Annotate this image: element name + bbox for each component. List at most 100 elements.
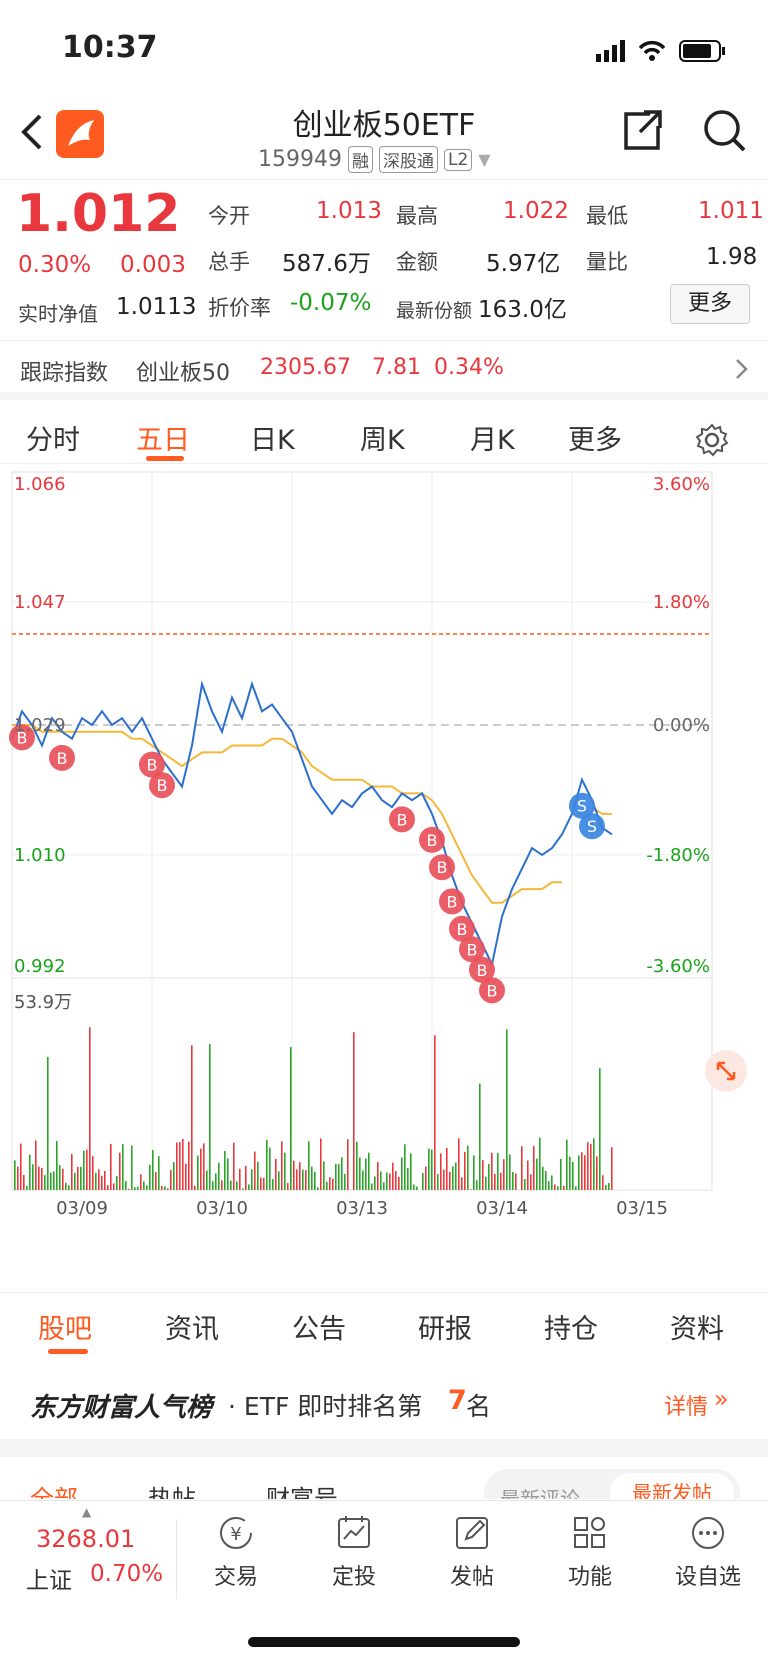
active-info-tab-indicator (48, 1349, 88, 1354)
buy-marker (429, 854, 455, 881)
tab-holdings[interactable]: 持仓 (544, 1314, 598, 1345)
market-index-name: 上证 (26, 1568, 72, 1594)
volume-bar (119, 1152, 121, 1190)
sort-latest-post[interactable]: 最新发帖 (610, 1473, 734, 1499)
volume-bar (122, 1144, 124, 1190)
subtab-hot[interactable]: 热帖 (148, 1485, 196, 1499)
volume-bar (53, 1171, 55, 1190)
tab-more[interactable]: 更多 (568, 425, 622, 456)
volume-bar (377, 1162, 379, 1190)
volume-bar (293, 1160, 295, 1190)
yen-cycle-icon: ¥ (220, 1517, 252, 1549)
volume-bar (548, 1181, 550, 1190)
volume-bar (347, 1139, 349, 1190)
app-logo-icon (56, 110, 104, 158)
volume-bar (308, 1141, 310, 1190)
volume-bar (443, 1169, 445, 1190)
more-button[interactable]: 更多 (670, 284, 750, 324)
discount-label: 折价率 (208, 296, 271, 320)
expand-icon[interactable] (705, 1050, 747, 1092)
subtab-all[interactable]: 全部 (30, 1485, 78, 1499)
volume-bar (260, 1177, 262, 1190)
sort-latest-comment[interactable]: 最新评论 (500, 1487, 580, 1499)
subtab-wealth[interactable]: 财富号 (266, 1485, 338, 1499)
high-label: 最高 (396, 204, 438, 228)
volume-bar (359, 1157, 361, 1190)
dock-trade-button[interactable]: ¥ 交易 (186, 1513, 286, 1591)
volume-bar (398, 1176, 400, 1190)
volume-bar (323, 1161, 325, 1190)
dock-fixed-invest-button[interactable]: 定投 (304, 1513, 404, 1591)
average-price-line (12, 724, 612, 904)
tab-monthly-k[interactable]: 月K (470, 425, 515, 456)
volume-bar (353, 1032, 355, 1190)
volume-bar (428, 1148, 430, 1190)
volume-bar (605, 1184, 607, 1190)
volume-bar (521, 1146, 523, 1190)
status-time: 10:37 (62, 30, 158, 65)
dock-post-button[interactable]: 发帖 (422, 1513, 522, 1591)
volume-bar (332, 1178, 334, 1190)
shares-label: 最新份额 (396, 300, 473, 322)
tab-news[interactable]: 资讯 (165, 1314, 219, 1345)
popularity-rank-bar[interactable]: 东方财富人气榜 · ETF 即时排名第 7 名 详情 » (0, 1365, 768, 1439)
dock-add-watchlist-button[interactable]: 设自选 (658, 1513, 758, 1591)
volume-bar (35, 1140, 37, 1190)
tab-announcements[interactable]: 公告 (292, 1314, 346, 1345)
dock-functions-button[interactable]: 功能 (540, 1513, 640, 1591)
volume-bar (149, 1164, 151, 1190)
market-index-value[interactable]: 3268.01 (36, 1525, 136, 1553)
search-icon[interactable] (702, 108, 748, 154)
volume-bar (404, 1144, 406, 1190)
tab-intraday[interactable]: 分时 (26, 425, 80, 456)
back-icon[interactable] (18, 112, 44, 152)
volume-bar (386, 1172, 388, 1190)
volume-bar (488, 1163, 490, 1190)
tab-forum[interactable]: 股吧 (38, 1314, 92, 1345)
chevron-down-icon[interactable]: ▼ (478, 150, 491, 169)
volume-bar (380, 1171, 382, 1190)
buy-marker (439, 888, 465, 915)
volume-bar (587, 1142, 589, 1190)
more-dots-icon (692, 1517, 724, 1549)
volume-bar (257, 1161, 259, 1190)
y-tick-left: 1.047 (14, 592, 66, 613)
volume-bar (431, 1149, 433, 1190)
stock-code-row: 159949 融 深股通 L2 ▼ (258, 146, 491, 173)
share-icon[interactable] (620, 108, 664, 152)
volume-bar (578, 1155, 580, 1190)
volume-bar (200, 1148, 202, 1190)
buy-marker-label: B (17, 728, 28, 747)
tab-daily-k[interactable]: 日K (250, 425, 295, 456)
status-icons (596, 40, 725, 62)
nav-bar: 创业板50ETF 159949 融 深股通 L2 ▼ (0, 90, 768, 180)
volume-bar (62, 1168, 64, 1190)
tab-research[interactable]: 研报 (418, 1314, 472, 1345)
volume-bar (374, 1176, 376, 1190)
page-title: 创业板50ETF (292, 108, 476, 143)
volume-bar (65, 1182, 67, 1190)
volume-bar (566, 1139, 568, 1190)
sell-marker-label: S (577, 797, 587, 816)
buy-marker-label: B (477, 961, 488, 980)
tracking-index-row[interactable]: 跟踪指数 创业板50 2305.67 7.81 0.34% (0, 340, 768, 392)
volume-bar (434, 1035, 436, 1190)
y-tick-right: 0.00% (653, 715, 710, 736)
tab-profile[interactable]: 资料 (670, 1314, 724, 1345)
tracking-index-change: 7.81 (372, 355, 421, 380)
volume-bar (413, 1184, 415, 1190)
volume-bar (221, 1180, 223, 1190)
shares-value: 163.0亿 (478, 297, 567, 323)
volume-bar (383, 1182, 385, 1190)
rank-detail-link[interactable]: 详情 (664, 1395, 709, 1420)
volume-bar (581, 1152, 583, 1190)
volume-bar (401, 1157, 403, 1190)
gear-icon[interactable] (694, 422, 730, 458)
tab-weekly-k[interactable]: 周K (360, 425, 405, 456)
tab-five-day[interactable]: 五日 (136, 425, 190, 456)
volume-bar (251, 1169, 253, 1190)
volume-bar (452, 1166, 454, 1190)
volume-bar (290, 1046, 292, 1190)
